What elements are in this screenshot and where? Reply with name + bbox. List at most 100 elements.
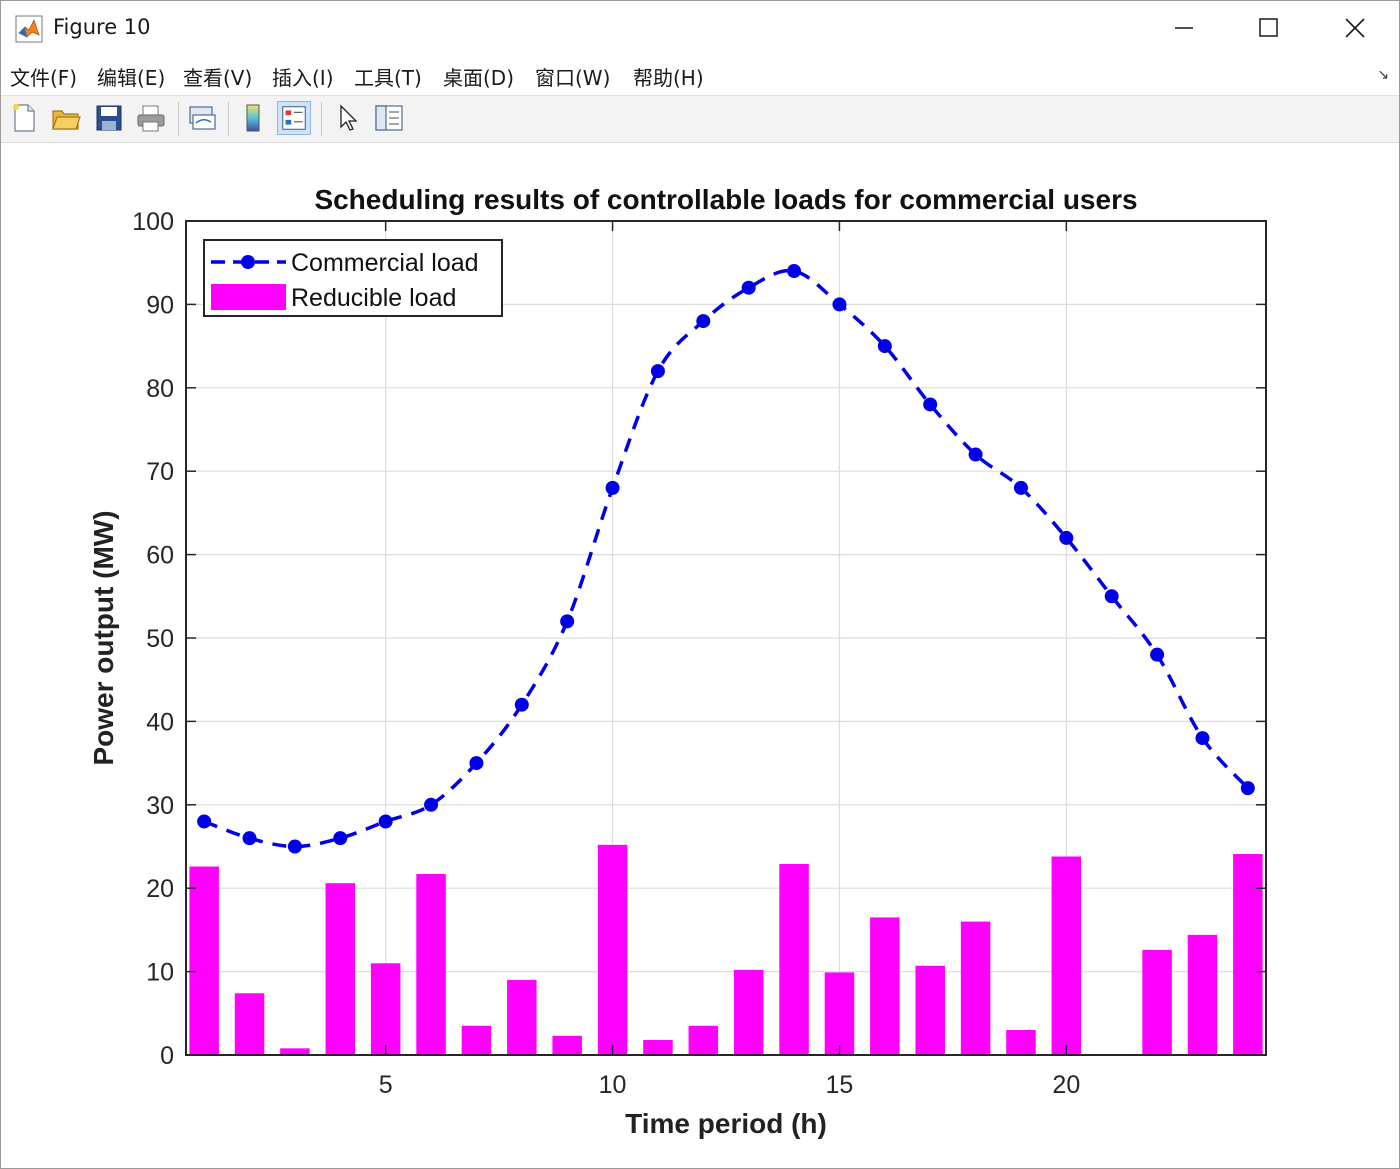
commercial-load-line [203, 268, 1250, 849]
y-axis-label: Power output (MW) [88, 510, 119, 765]
data-point [469, 756, 484, 771]
y-tick-label: 60 [146, 542, 174, 570]
figure-canvas: 0 10 20 30 40 50 60 70 80 90 100 5 10 15 20 Scheduling… [88, 184, 1267, 1139]
bar [1051, 856, 1082, 1055]
close-button[interactable] [1332, 7, 1378, 47]
legend-marker [241, 255, 255, 269]
data-point [287, 839, 302, 854]
legend-label-reducible-load: Reducible load [291, 284, 456, 312]
y-tick-label: 90 [146, 291, 174, 319]
bar [189, 866, 219, 1055]
bar [597, 844, 628, 1055]
bar [234, 993, 265, 1055]
bar [370, 963, 401, 1055]
chart-legend: Commercial load Reducible load [203, 239, 503, 317]
open-file-icon[interactable] [49, 101, 83, 135]
bar [1233, 854, 1263, 1055]
x-tick-label: 10 [599, 1071, 627, 1099]
matlab-logo-icon [15, 15, 43, 43]
data-point [696, 314, 711, 329]
menu-file[interactable]: 文件(F) [10, 66, 78, 90]
data-point [560, 614, 575, 629]
figure-toolbar [1, 96, 1399, 143]
data-point [1104, 589, 1119, 604]
data-point [605, 480, 620, 495]
data-point [832, 297, 847, 312]
data-point [877, 339, 892, 354]
bar [325, 883, 356, 1055]
data-point [1150, 647, 1165, 662]
y-tick-label: 70 [146, 458, 174, 486]
y-tick-label: 40 [146, 708, 174, 736]
data-point [333, 831, 348, 846]
bar [461, 1025, 492, 1055]
y-tick-label: 80 [146, 375, 174, 403]
data-point [1059, 530, 1074, 545]
y-tick-label: 10 [146, 959, 174, 987]
bar [1142, 949, 1172, 1055]
bar [779, 864, 809, 1055]
x-tick-label: 20 [1052, 1071, 1080, 1099]
data-point [787, 264, 802, 279]
menu-view[interactable]: 查看(V) [183, 66, 253, 90]
menu-bar: 文件(F) 编辑(E) 查看(V) 插入(I) 工具(T) 桌面(D) 窗口(W… [1, 55, 1399, 96]
new-figure-icon[interactable] [7, 101, 41, 135]
menu-tools[interactable]: 工具(T) [354, 66, 422, 90]
bar [870, 917, 900, 1055]
y-tick-label: 50 [146, 625, 174, 653]
bar [643, 1039, 673, 1055]
bar [733, 969, 764, 1055]
bar [280, 1048, 310, 1055]
colorbar-icon[interactable] [236, 101, 270, 135]
menu-help[interactable]: 帮助(H) [633, 66, 704, 90]
toolbar-separator [178, 102, 179, 136]
x-tick-label: 5 [379, 1071, 393, 1099]
menu-insert[interactable]: 插入(I) [272, 66, 334, 90]
y-tick-label: 20 [146, 875, 174, 903]
y-tick-label: 100 [132, 208, 174, 236]
menu-window[interactable]: 窗口(W) [535, 66, 611, 90]
data-point [650, 364, 665, 379]
bar [960, 921, 991, 1055]
pointer-icon[interactable] [331, 101, 365, 135]
data-point [197, 814, 212, 829]
data-point [741, 280, 756, 295]
bar [552, 1035, 582, 1055]
toolbar-separator [228, 102, 229, 136]
print-icon[interactable] [134, 101, 168, 135]
data-point [968, 447, 983, 462]
menu-edit[interactable]: 编辑(E) [97, 66, 166, 90]
bar [416, 874, 446, 1055]
bar [1187, 934, 1218, 1055]
window-title: Figure 10 [53, 15, 151, 39]
data-point [923, 397, 938, 412]
maximize-button[interactable] [1246, 7, 1292, 47]
link-plot-icon[interactable] [185, 101, 219, 135]
data-point [424, 797, 439, 812]
bar [824, 972, 855, 1055]
data-point [242, 831, 257, 846]
property-editor-icon[interactable] [372, 101, 406, 135]
y-tick-label: 30 [146, 792, 174, 820]
legend-icon[interactable] [277, 101, 311, 135]
bar [507, 979, 537, 1055]
data-point [1195, 731, 1210, 746]
bar [915, 965, 945, 1055]
y-tick-label: 0 [160, 1042, 174, 1070]
data-point [378, 814, 393, 829]
title-bar: Figure 10 [1, 1, 1399, 55]
bar [1006, 1029, 1036, 1055]
toolbar-separator [321, 102, 322, 136]
x-axis-label: Time period (h) [625, 1108, 827, 1139]
x-tick-label: 15 [826, 1071, 854, 1099]
save-icon[interactable] [92, 101, 126, 135]
legend-label-commercial-load: Commercial load [291, 249, 479, 277]
data-point [1240, 781, 1255, 796]
menu-dock-arrow-icon[interactable]: ↘ [1377, 67, 1389, 83]
minimize-button[interactable] [1161, 7, 1207, 47]
bar [688, 1025, 719, 1055]
menu-desktop[interactable]: 桌面(D) [443, 66, 515, 90]
legend-bar-swatch [211, 284, 286, 310]
chart-title: Scheduling results of controllable loads… [314, 184, 1137, 215]
